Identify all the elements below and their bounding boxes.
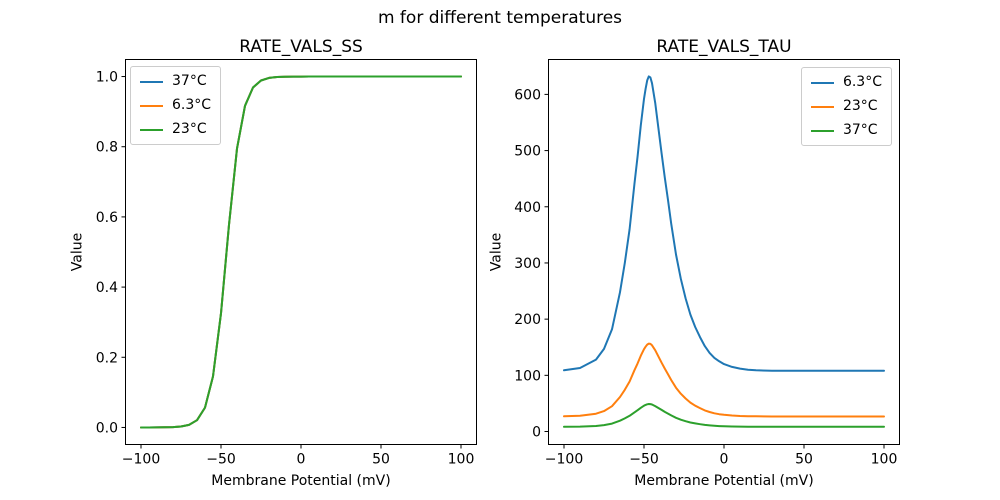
series-line-23°C — [140, 75, 462, 429]
x-tick-label: 0 — [720, 452, 729, 468]
x-tick-label: 50 — [795, 452, 813, 468]
axes-frame — [548, 59, 900, 445]
legend-line-sample — [810, 81, 834, 84]
series-line-23°C — [563, 342, 885, 418]
y-tick-label: 500 — [514, 144, 541, 160]
ss-y-axis-label: Value — [69, 232, 86, 272]
y-tick-label: 400 — [514, 200, 541, 216]
legend-line-sample — [810, 105, 834, 108]
x-tick-label: 100 — [448, 452, 475, 468]
x-tick-label: 50 — [372, 452, 390, 468]
figure-title: m for different temperatures — [377, 8, 623, 28]
legend-row: 37°C — [140, 73, 211, 90]
ss-axes: −100 −50 0 50 100 0.0 0.2 0.4 0.6 0.8 1.0 — [96, 59, 477, 468]
subplot-rate-vals-ss: RATE_VALS_SS −100 −50 0 50 100 0.0 0.2 0.4 0.6 0.… — [70, 37, 477, 489]
legend-label: 6.3°C — [172, 97, 212, 113]
series-line-6.3°C — [563, 75, 885, 372]
legend-label: 23°C — [172, 121, 207, 137]
legend-label: 37°C — [842, 122, 878, 138]
axes-frame — [125, 59, 477, 445]
y-tick-label: 0 — [532, 425, 541, 441]
ss-legend: 37°C 6.3°C 23°C — [130, 66, 222, 145]
y-tick-label: 0.0 — [96, 420, 118, 436]
x-tick-label: −100 — [545, 452, 583, 468]
tau-y-axis-label: Value — [488, 232, 505, 272]
x-tick-label: −50 — [629, 452, 659, 468]
x-tick-label: −100 — [122, 452, 160, 468]
tau-axes: −100 −50 0 50 100 0 100 200 300 400 500 600 — [514, 59, 900, 468]
legend-line-sample — [810, 129, 834, 132]
legend-label: 23°C — [842, 98, 878, 114]
y-tick-label: 100 — [514, 368, 541, 384]
legend-row: 6.3°C — [140, 97, 211, 114]
y-tick-label: 0.8 — [96, 140, 118, 156]
legend-row: 23°C — [810, 98, 882, 115]
tau-legend: 6.3°C 23°C 37°C — [800, 67, 892, 146]
legend-row: 6.3°C — [810, 74, 882, 91]
legend-label: 6.3°C — [842, 74, 882, 90]
y-tick-label: 600 — [514, 87, 541, 103]
y-tick-label: 300 — [514, 256, 541, 272]
ss-x-axis-label: Membrane Potential (mV) — [211, 473, 391, 489]
subplot-tau-title: RATE_VALS_TAU — [656, 37, 792, 57]
y-tick-label: 0.6 — [96, 210, 118, 226]
y-tick-label: 200 — [514, 312, 541, 328]
x-tick-label: −50 — [206, 452, 236, 468]
legend-row: 37°C — [810, 122, 882, 139]
tau-x-axis-label: Membrane Potential (mV) — [634, 473, 814, 489]
y-tick-label: 0.2 — [96, 350, 118, 366]
y-tick-label: 0.4 — [96, 280, 118, 296]
legend-line-sample — [140, 104, 163, 107]
subplot-ss-title: RATE_VALS_SS — [239, 37, 363, 57]
y-tick-label: 1.0 — [96, 70, 118, 86]
x-tick-label: 0 — [297, 452, 306, 468]
series-line-37°C — [563, 403, 885, 428]
subplot-rate-vals-tau: RATE_VALS_TAU −100 −50 0 50 100 0 100 200 300 400… — [489, 37, 900, 489]
legend-row: 23°C — [140, 121, 211, 138]
legend-line-sample — [140, 128, 163, 131]
x-tick-label: 100 — [871, 452, 898, 468]
legend-label: 37°C — [172, 73, 207, 89]
legend-line-sample — [140, 80, 163, 83]
